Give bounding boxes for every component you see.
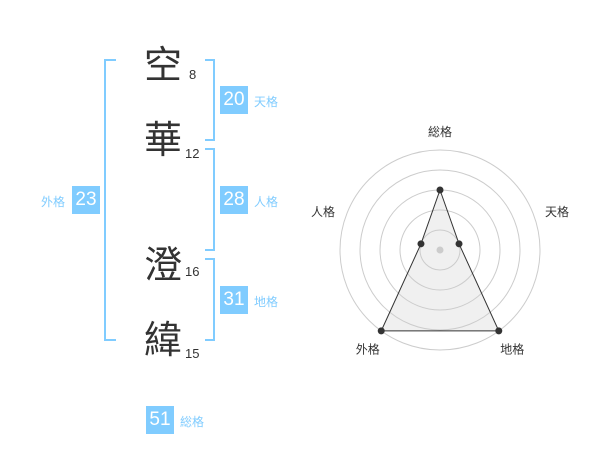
strokes-2: 12 bbox=[185, 146, 200, 161]
radar-point bbox=[377, 327, 385, 335]
strokes-3: 16 bbox=[185, 264, 200, 279]
radar-point bbox=[417, 240, 425, 248]
strokes-1: 8 bbox=[189, 67, 197, 82]
radar-ring bbox=[339, 149, 541, 351]
radar-outline bbox=[380, 188, 500, 332]
radar-point bbox=[455, 240, 463, 248]
char-2: 華 bbox=[143, 118, 182, 162]
gaikaku-bracket bbox=[104, 59, 116, 341]
radar-ring bbox=[419, 229, 461, 271]
soukaku-value: 51 bbox=[146, 406, 174, 434]
chikaku-bracket bbox=[205, 258, 215, 341]
radar-axis-label: 地格 bbox=[500, 342, 524, 357]
char-1: 空 bbox=[143, 43, 182, 87]
radar-axis-label: 人格 bbox=[311, 204, 335, 219]
strokes-4: 15 bbox=[185, 346, 200, 361]
char-3: 澄 bbox=[143, 243, 182, 287]
char-4: 緯 bbox=[143, 318, 182, 362]
soukaku-label: 総格 bbox=[180, 415, 205, 429]
jinkaku-value: 28 bbox=[220, 186, 248, 214]
tenkaku-bracket bbox=[205, 59, 215, 141]
tenkaku-value: 20 bbox=[220, 86, 248, 114]
chikaku-label: 地格 bbox=[254, 295, 279, 309]
chikaku-value: 31 bbox=[220, 286, 248, 314]
gaikaku-label: 外格 bbox=[41, 195, 66, 209]
tenkaku-label: 天格 bbox=[254, 95, 279, 109]
radar-center bbox=[436, 246, 444, 254]
radar-area bbox=[381, 190, 499, 331]
jinkaku-label: 人格 bbox=[254, 195, 279, 209]
radar-axis-label: 天格 bbox=[545, 204, 569, 219]
gaikaku-value: 23 bbox=[72, 186, 100, 214]
radar-point bbox=[495, 327, 503, 335]
radar-ring bbox=[399, 209, 481, 291]
radar-ring bbox=[359, 169, 521, 331]
radar-point bbox=[436, 186, 444, 194]
radar-axis-label: 外格 bbox=[356, 342, 380, 357]
radar-axis-label: 総格 bbox=[428, 124, 452, 139]
jinkaku-bracket bbox=[205, 148, 215, 251]
